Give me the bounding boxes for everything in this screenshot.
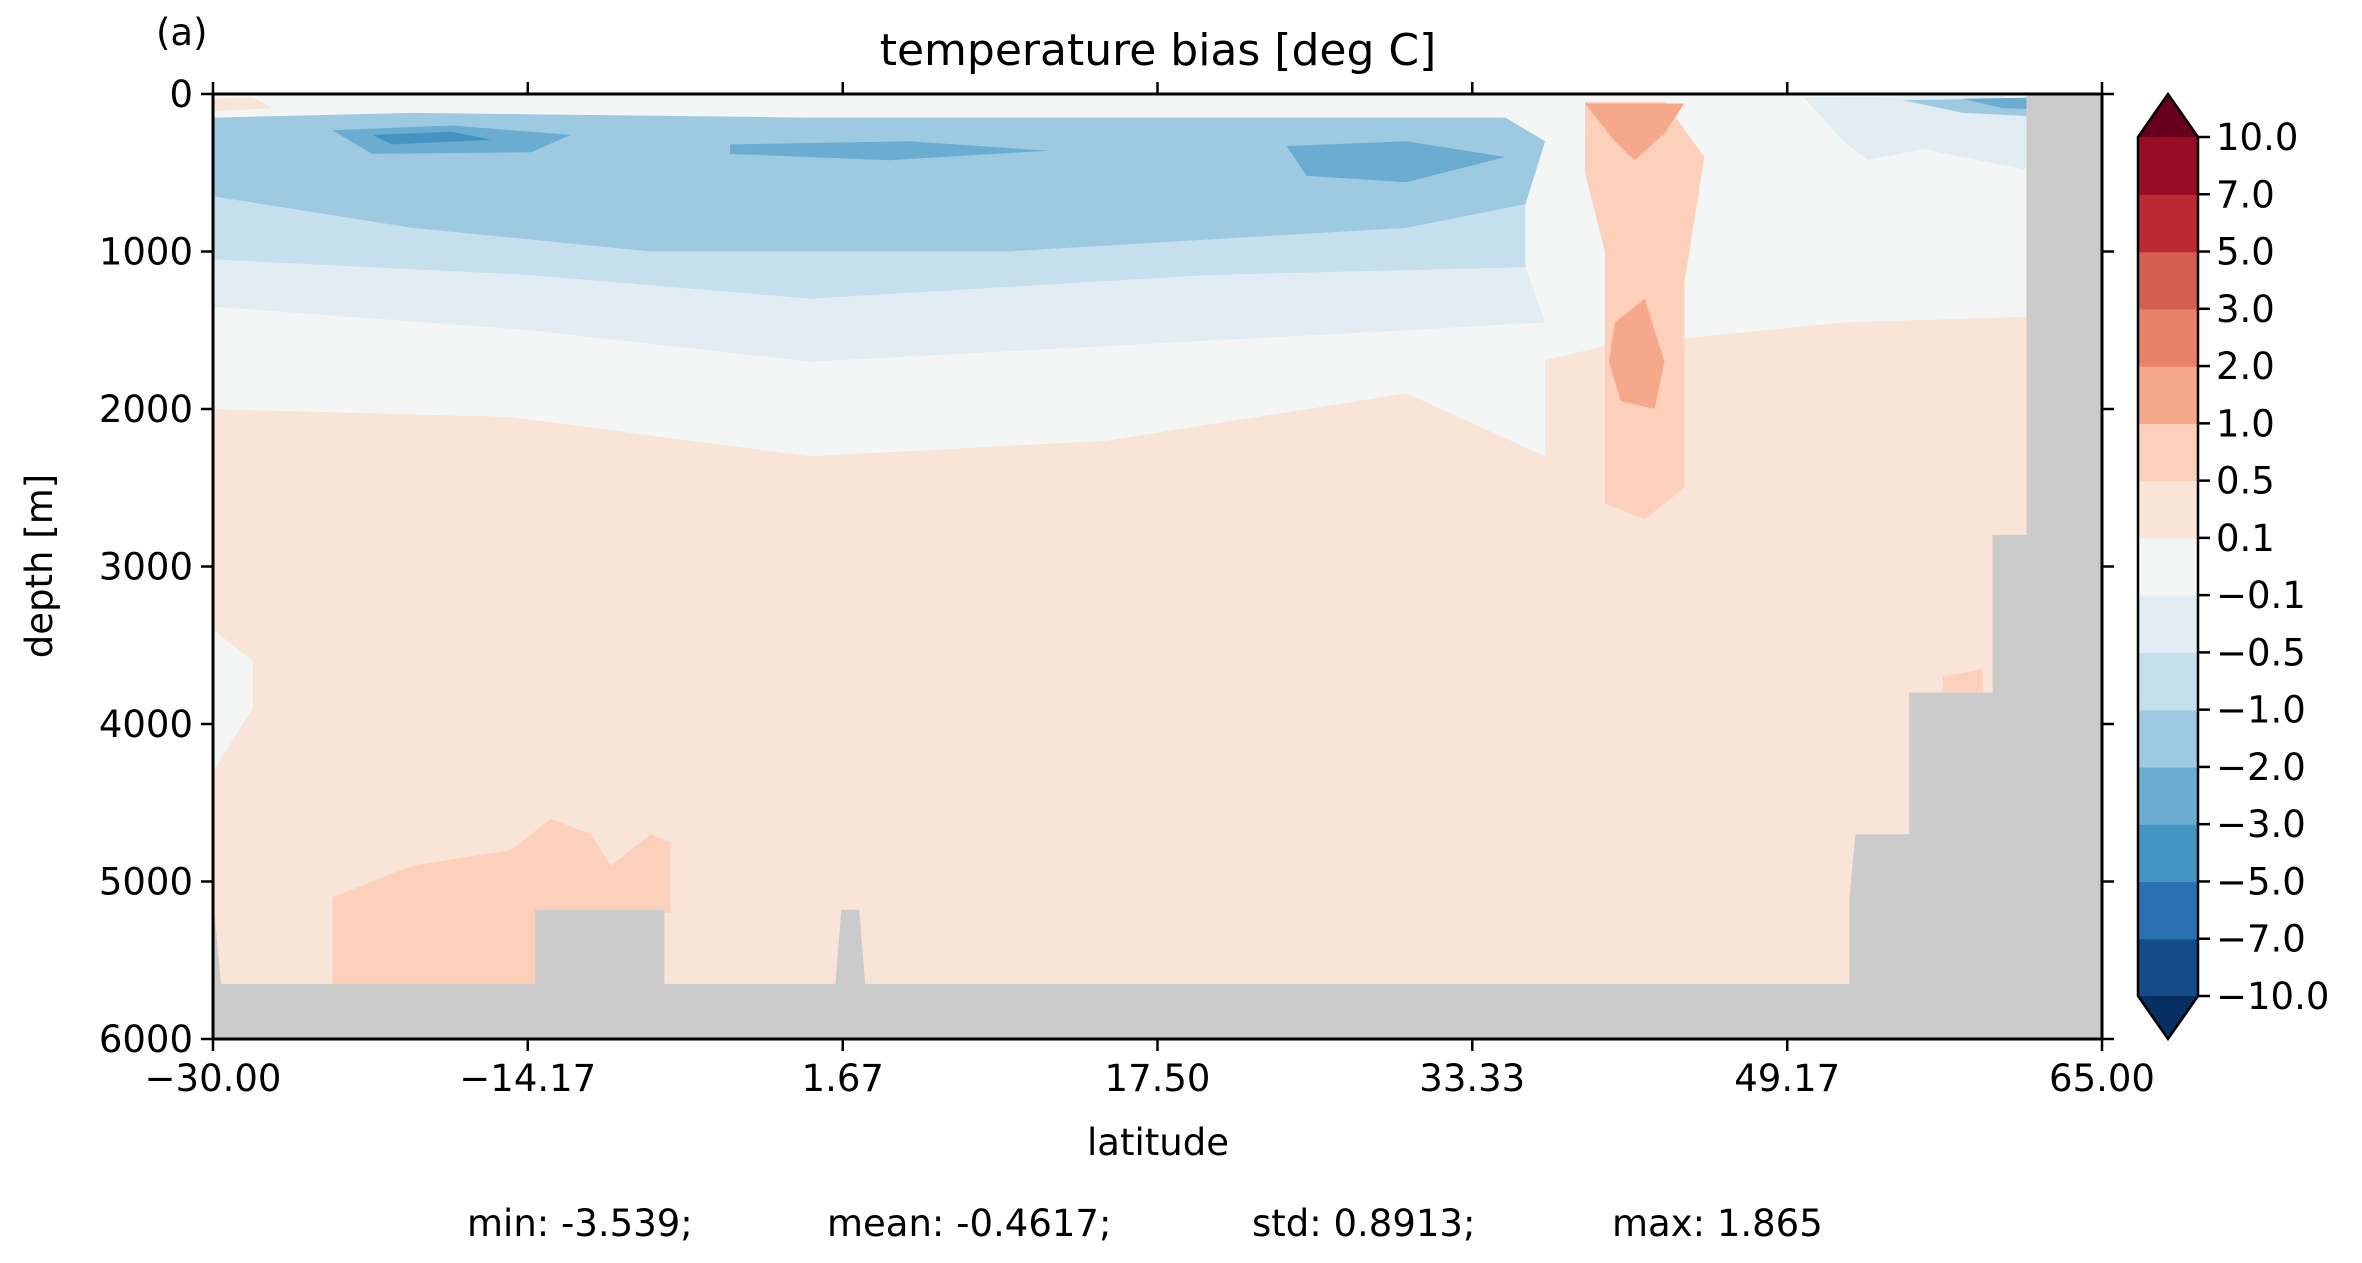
colorbar-segment <box>2138 480 2198 539</box>
land-southern-ridge <box>535 909 665 984</box>
colorbar-tick-label: −7.0 <box>2216 918 2306 961</box>
land-northern-margin <box>1849 94 2102 984</box>
contour-equatorial-cold-lens <box>730 141 1049 161</box>
colorbar-tick-label: 5.0 <box>2216 231 2275 274</box>
contour-outflow-plume-core <box>1585 103 1685 161</box>
colorbar-tick-label: 0.5 <box>2216 460 2275 503</box>
land-equatorial-ridge <box>835 909 866 984</box>
colorbar-segment <box>2138 537 2198 596</box>
contour-main-cold-core <box>213 112 1546 252</box>
colorbar-tick-label: −1.0 <box>2216 689 2306 732</box>
colorbar-extend-max <box>2138 94 2198 137</box>
contour-northern-cold-lens <box>1286 141 1506 183</box>
y-tick-label: 4000 <box>99 703 193 746</box>
contour-outflow-deep-core <box>1608 298 1665 409</box>
x-tick-label: −14.17 <box>459 1057 596 1100</box>
colorbar-segment <box>2138 251 2198 310</box>
x-tick-label: 1.67 <box>802 1057 884 1100</box>
colorbar-tick-label: −5.0 <box>2216 860 2306 903</box>
colorbar-tick-label: −3.0 <box>2216 803 2306 846</box>
colorbar-tick-label: −2.0 <box>2216 746 2306 789</box>
colorbar-segment <box>2138 137 2198 195</box>
contour-abyssal-warm-patch <box>332 818 671 1039</box>
colorbar-segment <box>2138 366 2198 424</box>
contour-thermocline-cool <box>213 196 1526 299</box>
colorbar-segment <box>2138 938 2198 997</box>
stat-mean: mean: -0.4617; <box>827 1202 1111 1245</box>
colorbar-segment <box>2138 652 2198 711</box>
contour-southern-cold-center <box>372 131 492 145</box>
colorbar-tick-label: 1.0 <box>2216 402 2275 445</box>
panel-label: (a) <box>156 11 208 54</box>
colorbar-tick-label: 10.0 <box>2216 116 2298 159</box>
colorbar-segment <box>2138 423 2198 482</box>
x-axis: −30.00 −14.17 1.67 17.50 33.33 49.17 65.00 <box>145 82 2155 1100</box>
colorbar-tick-label: −0.5 <box>2216 631 2306 674</box>
contour-deep-north-warm-patch <box>1942 668 1983 693</box>
colorbar-segment <box>2138 308 2198 367</box>
plot-area <box>213 94 2102 1039</box>
contour-subpolar-neutral <box>1803 149 2063 315</box>
y-axis-label: depth [m] <box>18 474 61 658</box>
x-tick-label: −30.00 <box>145 1057 282 1100</box>
colorbar-segment <box>2138 881 2198 940</box>
y-tick-label: 5000 <box>99 861 193 904</box>
y-tick-label: 3000 <box>99 546 193 589</box>
contour-mid-depth-neutral <box>213 306 1546 457</box>
x-tick-label: 17.50 <box>1105 1057 1211 1100</box>
contour-upper-cool-band <box>213 259 1546 362</box>
land-mask <box>213 94 2102 1039</box>
colorbar-tick-label: 7.0 <box>2216 173 2275 216</box>
colorbar-segment <box>2138 709 2198 768</box>
y-tick-label: 1000 <box>99 231 193 274</box>
colorbar-tick-label: −10.0 <box>2216 975 2329 1018</box>
contour-surface-warm-patch <box>213 97 273 112</box>
colorbar-extend-min <box>2138 996 2198 1039</box>
chart-title: temperature bias [deg C] <box>880 25 1437 76</box>
colorbar-segment <box>2138 766 2198 825</box>
colorbar: −10.0 −7.0 −5.0 −3.0 −2.0 −1.0 −0.5 −0.1 0.1 0.5 1… <box>2136 91 2329 1042</box>
x-tick-label: 33.33 <box>1419 1057 1525 1100</box>
land-abyssal-floor <box>213 983 2102 1039</box>
y-tick-label: 2000 <box>99 388 193 431</box>
colorbar-tick-label: 3.0 <box>2216 288 2275 331</box>
x-tick-label: 49.17 <box>1734 1057 1840 1100</box>
stat-max: max: 1.865 <box>1612 1202 1823 1245</box>
x-tick-label: 65.00 <box>2049 1057 2155 1100</box>
x-axis-label: latitude <box>1087 1121 1229 1164</box>
colorbar-segment <box>2138 824 2198 883</box>
colorbar-tick-label: 0.1 <box>2216 517 2275 560</box>
land-western-edge <box>213 897 221 984</box>
y-axis: 0 1000 2000 3000 4000 5000 6000 <box>99 73 2114 1061</box>
colorbar-tick-label: 2.0 <box>2216 345 2275 388</box>
y-tick-label: 0 <box>169 73 193 116</box>
colorbar-segment <box>2138 194 2198 253</box>
colorbar-segment <box>2138 595 2198 653</box>
contour-deep-west-neutral <box>213 629 253 772</box>
y-tick-label: 6000 <box>99 1018 193 1061</box>
colorbar-tick-label: −0.1 <box>2216 574 2306 617</box>
stat-min: min: -3.539; <box>467 1202 693 1245</box>
stat-std: std: 0.8913; <box>1252 1202 1475 1245</box>
